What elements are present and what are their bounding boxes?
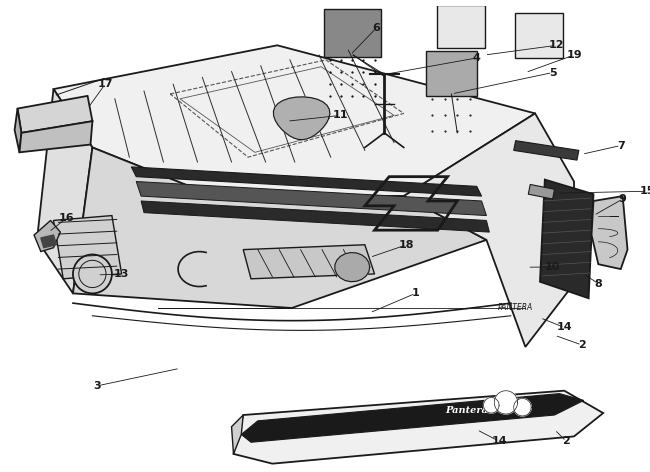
Polygon shape [37,89,92,294]
FancyBboxPatch shape [426,51,476,96]
FancyBboxPatch shape [437,5,486,48]
Polygon shape [18,96,92,133]
Text: 15: 15 [640,186,650,196]
Polygon shape [231,415,243,454]
Text: 12: 12 [549,40,564,51]
Polygon shape [20,121,92,152]
Text: 5: 5 [549,67,556,77]
Text: Pantera: Pantera [445,405,488,414]
FancyBboxPatch shape [515,13,564,58]
Text: PANTERA: PANTERA [498,303,533,312]
Text: 2: 2 [562,436,570,447]
Polygon shape [53,216,122,279]
Text: 11: 11 [333,110,348,120]
Polygon shape [540,179,593,298]
Text: 17: 17 [98,79,113,89]
Polygon shape [274,97,330,140]
Polygon shape [592,196,627,269]
Polygon shape [484,397,499,413]
Polygon shape [41,235,57,248]
Text: 4: 4 [473,53,480,63]
Polygon shape [241,394,584,442]
Text: 1: 1 [411,288,419,298]
Polygon shape [14,109,21,152]
Polygon shape [335,253,370,282]
Polygon shape [514,398,531,416]
Polygon shape [528,185,554,199]
Text: 9: 9 [619,194,627,204]
Text: 19: 19 [566,50,582,60]
Text: 14: 14 [491,436,507,447]
Polygon shape [233,391,603,464]
Circle shape [73,254,112,294]
Polygon shape [243,245,374,279]
Polygon shape [53,45,535,196]
Polygon shape [514,141,579,160]
Polygon shape [136,182,486,216]
Text: 16: 16 [58,213,74,223]
Polygon shape [73,147,486,308]
Text: 18: 18 [399,240,415,250]
Text: 8: 8 [595,278,602,289]
Text: 2: 2 [578,340,586,350]
Polygon shape [141,201,489,232]
Text: 14: 14 [556,322,572,332]
Polygon shape [34,220,60,252]
Text: 7: 7 [617,141,625,151]
Polygon shape [494,391,517,414]
Polygon shape [404,113,574,347]
Polygon shape [131,167,482,196]
Text: 10: 10 [545,262,560,272]
Text: 13: 13 [114,269,129,279]
FancyBboxPatch shape [324,9,382,57]
Text: 3: 3 [94,381,101,391]
Text: 6: 6 [372,23,380,33]
